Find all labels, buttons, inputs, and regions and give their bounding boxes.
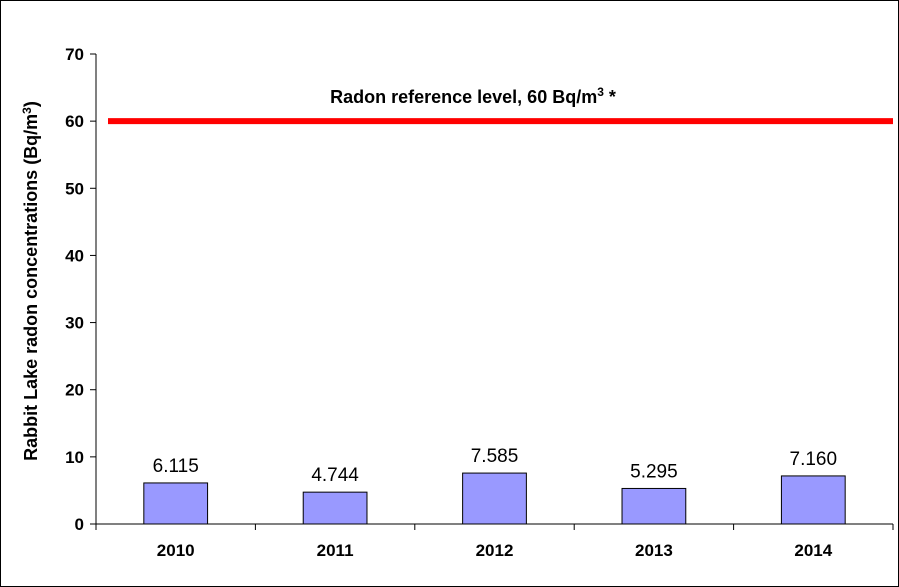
bars [143, 472, 846, 525]
y-axis-label: Rabbit Lake radon concentrations (Bq/m3) [20, 101, 41, 461]
x-tick-label: 2010 [157, 541, 195, 560]
y-axis-label-text: Rabbit Lake radon concentrations (Bq/m [21, 114, 41, 461]
axes: 0 10 20 30 40 50 60 70 [65, 45, 894, 534]
reference-label-end: * [604, 87, 616, 107]
data-label-2014: 7.160 [790, 449, 838, 470]
bar-2010 [143, 482, 209, 525]
data-label-2013: 5.295 [630, 461, 678, 482]
y-tick-label: 70 [65, 45, 84, 64]
data-label-2012: 7.585 [471, 446, 519, 467]
y-axis-label-end: ) [21, 101, 41, 107]
y-axis-label-superscript: 3 [20, 107, 34, 114]
y-tick-label: 30 [65, 314, 84, 333]
labels: 2010 6.115 2011 4.744 2012 7.585 2013 5.295 2014… [153, 446, 837, 560]
x-tick-label: 2011 [317, 541, 354, 560]
y-tick-label: 40 [65, 246, 84, 265]
data-label-2011: 4.744 [311, 465, 359, 486]
bar-2012 [462, 472, 527, 525]
reference-label-text: Radon reference level, 60 Bq/m [330, 87, 597, 107]
x-tick-label: 2014 [794, 541, 832, 560]
reference-line-label: Radon reference level, 60 Bq/m3 * [330, 85, 616, 107]
data-label-2010: 6.115 [153, 456, 199, 477]
y-tick-label: 0 [75, 515, 84, 534]
reference-label-superscript: 3 [597, 85, 604, 99]
bar-2014 [780, 475, 846, 525]
bar-2011 [302, 491, 368, 525]
x-tick-label: 2013 [635, 541, 673, 560]
y-tick-label: 60 [65, 112, 84, 131]
bar-2013 [621, 487, 687, 525]
y-tick-label: 50 [65, 179, 84, 198]
y-tick-label: 20 [65, 381, 84, 400]
y-tick-label: 10 [65, 448, 84, 467]
x-tick-label: 2012 [476, 541, 514, 560]
